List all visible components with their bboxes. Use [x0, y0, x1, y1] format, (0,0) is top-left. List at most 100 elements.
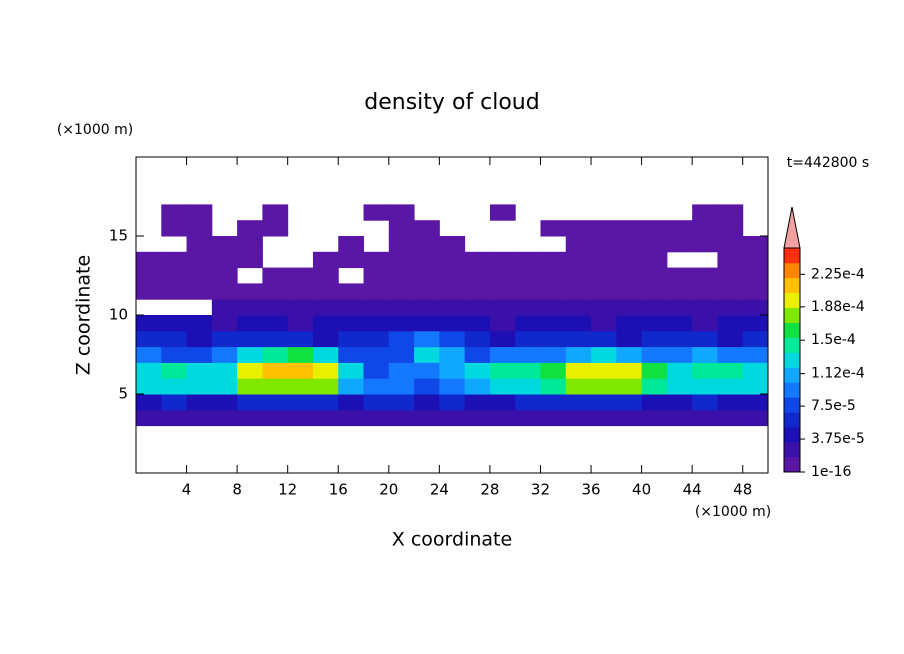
contour-cell	[489, 409, 516, 427]
contour-cell	[692, 283, 718, 300]
contour-cell	[136, 409, 162, 427]
contour-cell	[717, 267, 744, 284]
contour-cell	[464, 315, 491, 332]
contour-cell	[464, 330, 491, 348]
contour-cell	[161, 378, 188, 395]
contour-cell	[262, 299, 289, 316]
contour-cell	[363, 346, 390, 363]
contour-cell	[439, 378, 466, 395]
contour-cell	[464, 409, 491, 427]
contour-cell	[742, 315, 769, 332]
contour-cell	[161, 346, 188, 363]
contour-cell	[540, 283, 567, 300]
contour-cell	[515, 394, 541, 411]
contour-cell	[717, 220, 744, 237]
colorbar-band	[784, 292, 800, 309]
contour-cell	[489, 346, 516, 363]
time-label: t=442800 s	[787, 155, 869, 171]
contour-cell	[540, 330, 567, 348]
contour-cell	[262, 220, 289, 237]
contour-cell	[591, 267, 617, 284]
contour-cell	[338, 236, 365, 253]
contour-cell	[312, 267, 339, 284]
contour-cell	[312, 283, 339, 300]
contour-cell	[591, 362, 617, 379]
contour-cell	[540, 394, 567, 411]
contour-cell	[211, 409, 238, 427]
contour-cell	[540, 315, 567, 332]
contour-cell	[312, 315, 339, 332]
contour-cell	[161, 251, 188, 269]
contour-cell	[666, 362, 693, 379]
x-unit: (×1000 m)	[695, 504, 771, 520]
contour-cell	[211, 283, 238, 300]
contour-cell	[414, 267, 440, 284]
contour-cell	[388, 409, 415, 427]
contour-cell	[338, 409, 365, 427]
contour-cell	[388, 283, 415, 300]
contour-cell	[136, 267, 162, 284]
contour-cell	[287, 394, 314, 411]
contour-cell	[439, 394, 466, 411]
contour-cell	[515, 346, 541, 363]
contour-cell	[414, 346, 440, 363]
contour-cell	[742, 267, 769, 284]
contour-cell	[641, 267, 668, 284]
contour-cell	[136, 251, 162, 269]
contour-cell	[363, 409, 390, 427]
contour-cell	[338, 362, 365, 379]
contour-cell	[262, 409, 289, 427]
contour-cell	[237, 330, 263, 348]
contour-cell	[616, 315, 643, 332]
contour-cell	[262, 362, 289, 379]
contour-cell	[565, 409, 592, 427]
contour-cell	[287, 362, 314, 379]
colorbar-band	[784, 337, 800, 353]
contour-cell	[616, 299, 643, 316]
contour-cell	[540, 346, 567, 363]
contour-cell	[312, 409, 339, 427]
colorbar-band	[784, 367, 800, 383]
contour-cell	[136, 394, 162, 411]
contour-cell	[717, 236, 744, 253]
contour-cell	[312, 394, 339, 411]
colorbar-band	[784, 307, 800, 323]
contour-cell	[287, 283, 314, 300]
contour-cell	[439, 346, 466, 363]
contour-cell	[742, 251, 769, 269]
y-tick-label: 15	[109, 227, 128, 245]
contour-cell	[742, 346, 769, 363]
contour-cell	[489, 362, 516, 379]
contour-cell	[616, 378, 643, 395]
contour-cell	[591, 378, 617, 395]
contour-cell	[565, 220, 592, 237]
contour-cell	[717, 394, 744, 411]
contour-cell	[692, 409, 718, 427]
colorbar-label: 7.5e-5	[811, 398, 856, 414]
contour-cell	[464, 378, 491, 395]
contour-cell	[616, 251, 643, 269]
contour-cell	[414, 251, 440, 269]
contour-cell	[666, 299, 693, 316]
y-tick-label: 10	[109, 306, 128, 324]
contour-cell	[489, 267, 516, 284]
contour-cell	[312, 346, 339, 363]
x-tick-label: 8	[232, 481, 242, 499]
contour-cell	[666, 220, 693, 237]
contour-cell	[591, 330, 617, 348]
contour-cell	[388, 299, 415, 316]
contour-cell	[692, 346, 718, 363]
contour-cell	[312, 362, 339, 379]
contour-cell	[565, 362, 592, 379]
contour-cell	[565, 330, 592, 348]
contour-cell	[388, 394, 415, 411]
contour-cell	[186, 267, 213, 284]
contour-cell	[186, 378, 213, 395]
contour-cell	[616, 409, 643, 427]
contour-cell	[641, 378, 668, 395]
contour-cell	[616, 394, 643, 411]
contour-cell	[414, 409, 440, 427]
x-tick-label: 12	[278, 481, 297, 499]
contour-cell	[692, 378, 718, 395]
contour-cell	[515, 267, 541, 284]
